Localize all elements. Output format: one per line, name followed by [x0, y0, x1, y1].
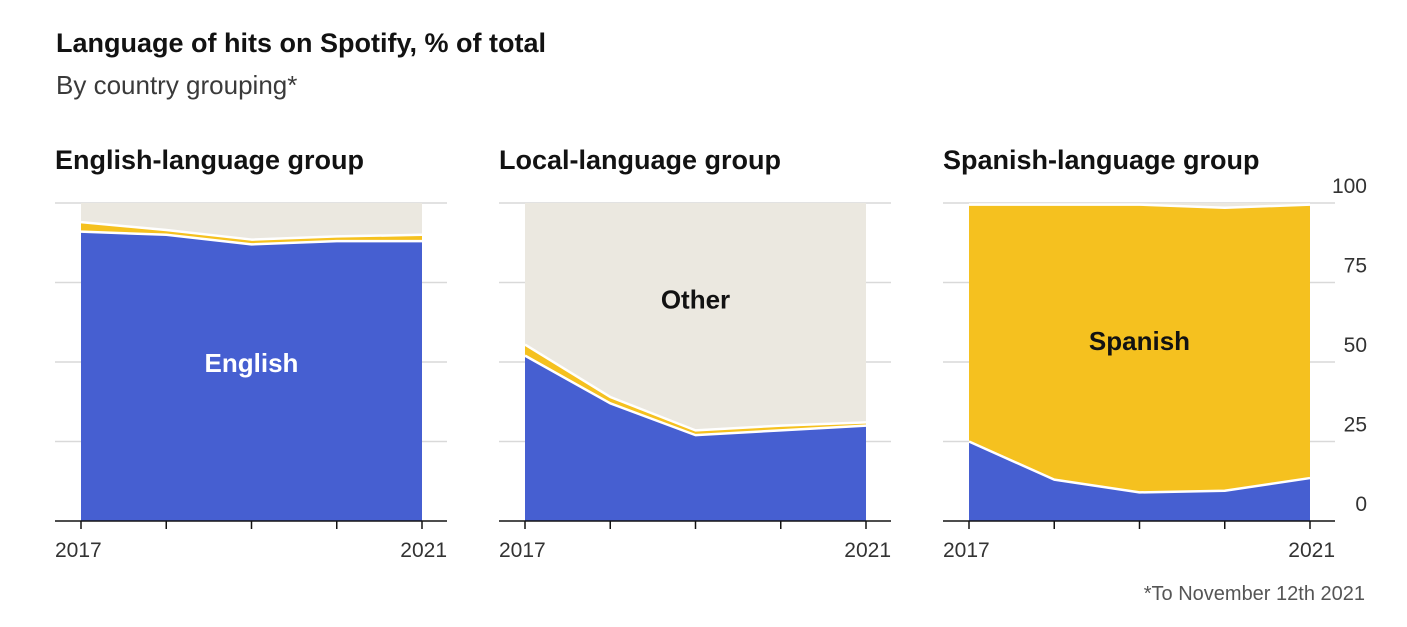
boundary-english	[80, 230, 422, 246]
y-tick-label: 50	[1344, 334, 1367, 357]
panel-title: Local-language group	[499, 145, 781, 175]
area-label-spanish: Spanish	[1089, 326, 1190, 356]
area-spanish	[525, 344, 866, 436]
x-tick-label: 2021	[844, 539, 891, 562]
x-tick-label: 2017	[943, 539, 990, 562]
panel-title: English-language group	[55, 145, 364, 175]
footnote: *To November 12th 2021	[1143, 583, 1365, 605]
area-other	[525, 203, 866, 431]
area-spanish	[81, 222, 422, 245]
panel-1: English-language group English 2017 2021	[55, 145, 447, 562]
panel-title: Spanish-language group	[943, 145, 1260, 175]
x-tick-label: 2021	[1288, 539, 1335, 562]
panel-3: Spanish-language group Spanish 2017 2021 0 25…	[943, 145, 1367, 562]
boundary-spanish	[524, 343, 867, 432]
area-english	[969, 441, 1310, 521]
y-tick-label: 0	[1355, 493, 1367, 516]
area-label-other: Other	[661, 284, 730, 314]
boundary-english	[968, 440, 1311, 494]
chart-title: Language of hits on Spotify, % of total	[56, 28, 546, 58]
area-other	[81, 203, 422, 240]
boundary-english	[524, 354, 867, 437]
chart-subtitle: By country grouping*	[56, 70, 298, 100]
x-tick-label: 2017	[499, 539, 546, 562]
area-english	[525, 355, 866, 521]
area-spanish	[969, 204, 1310, 493]
boundary-spanish	[969, 203, 1311, 210]
y-tick-label: 75	[1344, 255, 1367, 278]
area-label-english: English	[205, 348, 299, 378]
area-english	[81, 231, 422, 521]
y-tick-label: 25	[1344, 414, 1367, 437]
panel-2: Local-language group Other 2017 2021	[499, 145, 891, 562]
x-tick-label: 2021	[400, 539, 447, 562]
boundary-spanish	[80, 220, 423, 241]
y-tick-label: 100	[1332, 175, 1367, 198]
x-tick-label: 2017	[55, 539, 102, 562]
